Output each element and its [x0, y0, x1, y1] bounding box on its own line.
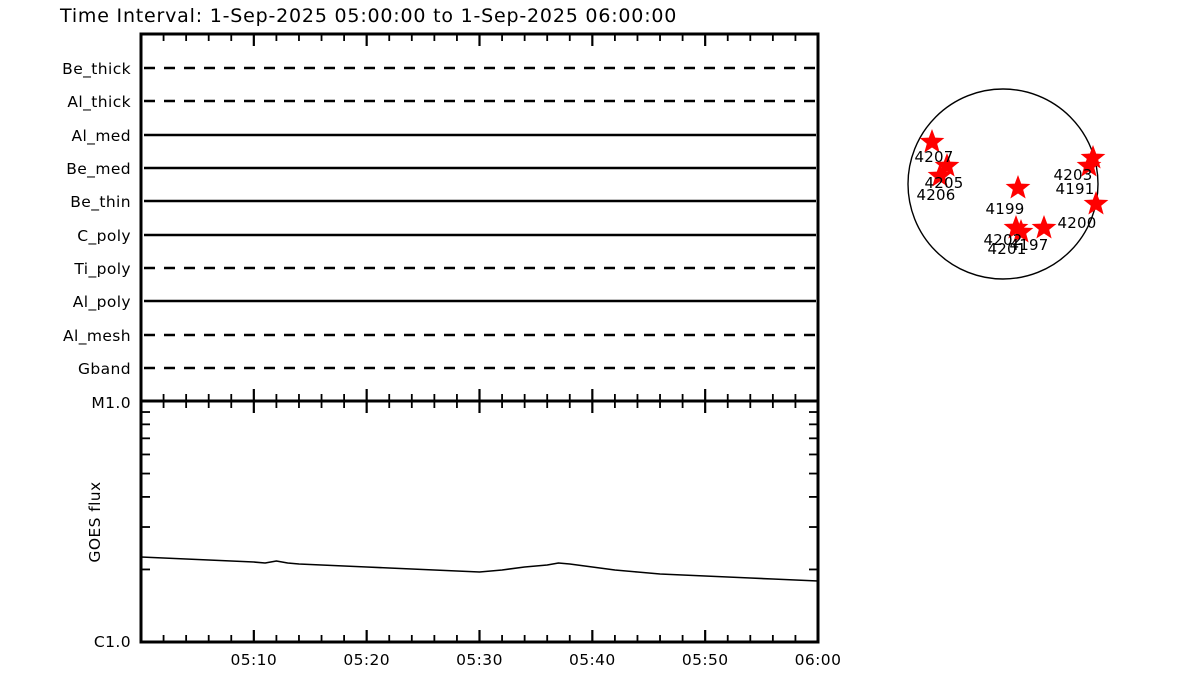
channel-label-be_thin: Be_thin: [70, 193, 131, 212]
goes-xtick-label-0520: 05:20: [343, 651, 390, 669]
channel-label-gband: Gband: [78, 360, 131, 378]
goes-xtick-label-0600: 06:00: [795, 651, 842, 669]
channel-label-al_poly: Al_poly: [73, 293, 131, 312]
active-region-label-4206: 4206: [917, 186, 956, 204]
active-region-label-4191: 4191: [1056, 180, 1095, 198]
active-region-star-4202: [1003, 215, 1029, 239]
goes-xtick-label-0510: 05:10: [230, 651, 277, 669]
active-region-label-4201: 4201: [988, 240, 1027, 258]
goes-ytick-label-bottom: C1.0: [94, 633, 131, 651]
channel-label-c_poly: C_poly: [77, 227, 131, 246]
active-region-label-4200: 4200: [1058, 214, 1097, 232]
goes-panel-ticks: [139, 402, 820, 643]
filter-panel-channel-lines: [144, 66, 816, 370]
active-region-star-4191: [1076, 153, 1102, 177]
goes-xtick-label-0550: 05:50: [682, 651, 729, 669]
active-region-star-4206: [927, 163, 953, 187]
goes-yaxis-label: GOES flux: [86, 481, 104, 562]
filter-panel-channel-labels: Be_thick Al_thick Al_med Be_med Be_thin C_pol…: [62, 60, 131, 378]
page-title: Time Interval: 1-Sep-2025 05:00:00 to 1-…: [59, 5, 677, 27]
channel-label-al_mesh: Al_mesh: [63, 327, 131, 346]
active-region-star-4205: [934, 153, 960, 177]
active-region-label-4205: 4205: [925, 174, 964, 192]
active-region-label-4202: 4202: [984, 231, 1023, 249]
active-region-label-4207: 4207: [915, 148, 954, 166]
active-region-star-4203: [1080, 145, 1106, 169]
channel-label-al_thick: Al_thick: [67, 93, 131, 112]
goes-ytick-label-top: M1.0: [91, 394, 131, 412]
filter-channel-panel: Be_thick Al_thick Al_med Be_med Be_thin C_pol…: [62, 32, 820, 403]
goes-flux-panel: 05:10 05:20 05:30 05:40 05:50 06:00 M1.0 C1.0…: [86, 394, 841, 669]
active-region-star-4197: [1031, 215, 1057, 239]
goes-panel-xtick-labels: 05:10 05:20 05:30 05:40 05:50 06:00: [230, 651, 842, 669]
active-region-markers: [919, 129, 1109, 243]
active-region-label-4197: 4197: [1010, 236, 1049, 254]
goes-panel-frame: [139, 399, 820, 644]
filter-panel-ticks: [139, 35, 820, 400]
active-region-star-4201: [1008, 219, 1034, 243]
channel-label-ti_poly: Ti_poly: [73, 260, 131, 279]
active-region-star-4207: [919, 129, 945, 153]
sun-disk-outline: [907, 88, 1099, 280]
active-region-label-4199: 4199: [986, 200, 1025, 218]
active-region-label-4203: 4203: [1054, 166, 1093, 184]
active-region-star-4200: [1083, 191, 1109, 215]
channel-label-al_med: Al_med: [71, 127, 131, 146]
filter-panel-frame: [139, 32, 820, 403]
goes-xtick-label-0530: 05:30: [456, 651, 503, 669]
goes-flux-curve: [140, 556, 819, 582]
channel-label-be_thick: Be_thick: [62, 60, 131, 79]
channel-label-be_med: Be_med: [66, 160, 131, 179]
goes-xtick-label-0540: 05:40: [569, 651, 616, 669]
active-region-star-4199: [1005, 175, 1031, 199]
